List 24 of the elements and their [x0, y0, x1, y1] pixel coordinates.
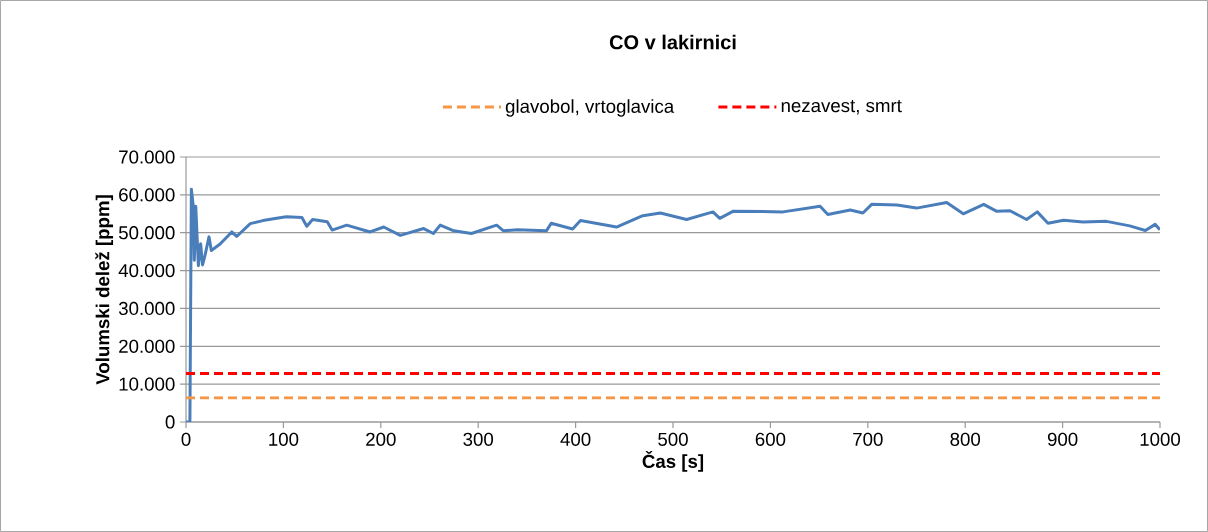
x-tick-label: 700 [853, 432, 883, 446]
legend-label: glavobol, vrtoglavica [505, 99, 675, 117]
x-axis-title: Čas [s] [642, 451, 704, 472]
x-tick-label: 900 [1047, 432, 1078, 446]
chart-title: CO v lakirnici [609, 34, 736, 50]
y-tick-label: 30.000 [118, 301, 175, 316]
x-tick-label: 400 [560, 432, 591, 446]
x-tick-label: 100 [269, 432, 299, 446]
y-tick-label: 40.000 [118, 263, 175, 278]
x-tick-label: 200 [366, 432, 396, 446]
x-tick-label: 800 [950, 432, 981, 446]
x-tick-label: 300 [463, 432, 494, 446]
y-tick-label: 0 [165, 415, 175, 429]
x-tick-label: 600 [755, 432, 786, 446]
y-tick-label: 10.000 [119, 377, 175, 391]
x-tick-label: 1000 [1140, 432, 1181, 446]
y-tick-label: 50.000 [118, 226, 175, 240]
legend-label: nezavest, smrt [781, 99, 902, 115]
y-tick-label: 70.000 [119, 150, 175, 164]
y-tick-label: 60.000 [119, 188, 175, 202]
x-tick-label: 0 [181, 432, 191, 446]
x-tick-label: 500 [658, 432, 688, 446]
y-axis-title: Volumski delež [ppm] [95, 195, 114, 385]
y-tick-label: 20.000 [119, 339, 175, 353]
